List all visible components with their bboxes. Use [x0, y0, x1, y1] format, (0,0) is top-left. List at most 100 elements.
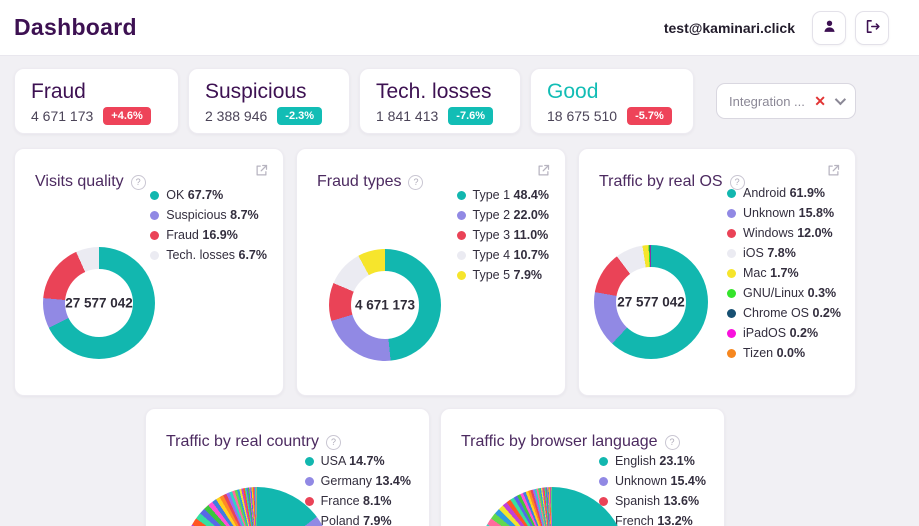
stats-row: Fraud 4 671 173 +4.6% Suspicious 2 388 946 -2… — [14, 68, 856, 134]
legend-item[interactable]: Poland 7.9% — [304, 511, 411, 526]
stat-delta-badge: -7.6% — [448, 107, 494, 126]
legend-dot — [150, 190, 160, 200]
integration-select[interactable]: Integration ... ✕ — [716, 83, 856, 119]
legend-item[interactable]: GNU/Linux 0.3% — [727, 283, 841, 303]
legend-label: Tizen — [743, 346, 774, 360]
legend-dot — [456, 270, 466, 280]
chart-card-traffic-by-real-os: Traffic by real OS? Android 61.9% Unknown … — [578, 148, 856, 396]
legend-dot — [304, 496, 314, 506]
chevron-down-icon — [834, 93, 847, 106]
chart-title: Visits quality — [35, 173, 124, 190]
legend-item[interactable]: Type 4 10.7% — [456, 245, 549, 265]
legend-label: Tech. losses — [166, 248, 236, 262]
legend-value: 23.1% — [659, 454, 695, 468]
chart-legend: OK 67.7% Suspicious 8.7% Fraud 16.9% Tech. … — [150, 185, 267, 265]
legend-item[interactable]: Type 2 22.0% — [456, 205, 549, 225]
legend-dot — [150, 250, 160, 260]
stat-title: Tech. losses — [376, 80, 492, 103]
stat-delta-badge: +4.6% — [103, 107, 151, 126]
legend-item[interactable]: OK 67.7% — [150, 185, 267, 205]
chart-center-total: 4 671 173 — [354, 297, 416, 313]
legend-item[interactable]: iPadOS 0.2% — [727, 323, 841, 343]
legend-dot — [456, 250, 466, 260]
help-icon[interactable]: ? — [729, 174, 745, 190]
legend-label: Unknown — [614, 474, 668, 488]
legend-item[interactable]: Unknown 15.4% — [598, 471, 706, 491]
donut-chart: 4 671 173 — [329, 249, 441, 361]
legend-item[interactable]: Spanish 13.6% — [598, 491, 706, 511]
chart-center-total: 27 577 042 — [617, 294, 685, 310]
legend-dot — [727, 208, 737, 218]
legend-dot — [456, 190, 466, 200]
help-icon[interactable]: ? — [325, 434, 341, 450]
open-in-new-icon[interactable] — [254, 163, 269, 183]
legend-item[interactable]: Tizen 0.0% — [727, 343, 841, 363]
profile-button[interactable] — [812, 10, 846, 45]
legend-label: English — [614, 454, 656, 468]
legend-label: Type 3 — [472, 228, 511, 242]
legend-value: 67.7% — [187, 188, 224, 202]
legend-dot — [727, 328, 737, 338]
legend-value: 0.2% — [812, 306, 842, 320]
legend-item[interactable]: Tech. losses 6.7% — [150, 245, 267, 265]
chart-card-fraud-types: Fraud types? Type 1 48.4% Type 2 22.0% Type… — [296, 148, 566, 396]
legend-item[interactable]: Suspicious 8.7% — [150, 205, 267, 225]
legend-value: 48.4% — [513, 188, 549, 202]
legend-item[interactable]: Android 61.9% — [727, 183, 841, 203]
legend-item[interactable]: USA 14.7% — [304, 451, 411, 471]
donut-hole — [616, 267, 686, 337]
legend-label: OK — [166, 188, 185, 202]
legend-label: Mac — [743, 266, 767, 280]
legend-value: 15.8% — [798, 206, 835, 220]
help-icon[interactable]: ? — [664, 434, 680, 450]
legend-value: 13.6% — [663, 494, 700, 508]
legend-item[interactable]: Chrome OS 0.2% — [727, 303, 841, 323]
help-icon[interactable]: ? — [130, 174, 146, 190]
chart-title: Traffic by browser language — [461, 433, 658, 450]
stat-card-suspicious: Suspicious 2 388 946 -2.3% — [188, 68, 350, 134]
legend-label: Poland — [320, 514, 360, 526]
open-in-new-icon[interactable] — [536, 163, 551, 183]
legend-item[interactable]: Fraud 16.9% — [150, 225, 267, 245]
legend-item[interactable]: Mac 1.7% — [727, 263, 841, 283]
legend-dot — [727, 348, 737, 358]
chart-title: Traffic by real OS — [599, 173, 723, 190]
legend-item[interactable]: Germany 13.4% — [304, 471, 411, 491]
legend-label: Type 2 — [472, 208, 511, 222]
legend-item[interactable]: Windows 12.0% — [727, 223, 841, 243]
legend-label: iOS — [743, 246, 764, 260]
legend-item[interactable]: France 8.1% — [304, 491, 411, 511]
legend-item[interactable]: Type 1 48.4% — [456, 185, 549, 205]
legend-dot — [304, 456, 314, 466]
legend-item[interactable]: Unknown 15.8% — [727, 203, 841, 223]
legend-value: 10.7% — [513, 248, 549, 262]
legend-item[interactable]: English 23.1% — [598, 451, 706, 471]
legend-label: Type 5 — [472, 268, 511, 282]
page-title: Dashboard — [14, 14, 137, 40]
legend-label: Suspicious — [166, 208, 227, 222]
legend-value: 14.7% — [349, 454, 385, 468]
legend-value: 13.4% — [375, 474, 411, 488]
open-in-new-icon[interactable] — [826, 163, 841, 183]
logout-button[interactable] — [855, 10, 889, 45]
user-email: test@kaminari.click — [663, 19, 795, 36]
legend-dot — [456, 230, 466, 240]
legend-dot — [304, 476, 314, 486]
legend-label: iPadOS — [743, 326, 787, 340]
legend-item[interactable]: Type 5 7.9% — [456, 265, 549, 285]
legend-label: Type 4 — [472, 248, 511, 262]
legend-item[interactable]: Type 3 11.0% — [456, 225, 549, 245]
legend-dot — [727, 268, 737, 278]
legend-value: 15.4% — [670, 474, 706, 488]
help-icon[interactable]: ? — [408, 174, 424, 190]
stat-value: 4 671 173 — [31, 108, 94, 125]
legend-dot — [727, 188, 737, 198]
legend-dot — [150, 230, 160, 240]
clear-filter-icon[interactable]: ✕ — [814, 93, 826, 109]
legend-item[interactable]: iOS 7.8% — [727, 243, 841, 263]
legend-label: Type 1 — [472, 188, 511, 202]
stat-title: Suspicious — [205, 80, 307, 103]
chart-center-total: 27 577 042 — [65, 295, 133, 311]
chart-card-traffic-by-browser-language: Traffic by browser language? English 23.1… — [440, 408, 725, 526]
charts-row-1: Visits quality? OK 67.7% Suspicious 8.7% Fr… — [14, 148, 856, 396]
